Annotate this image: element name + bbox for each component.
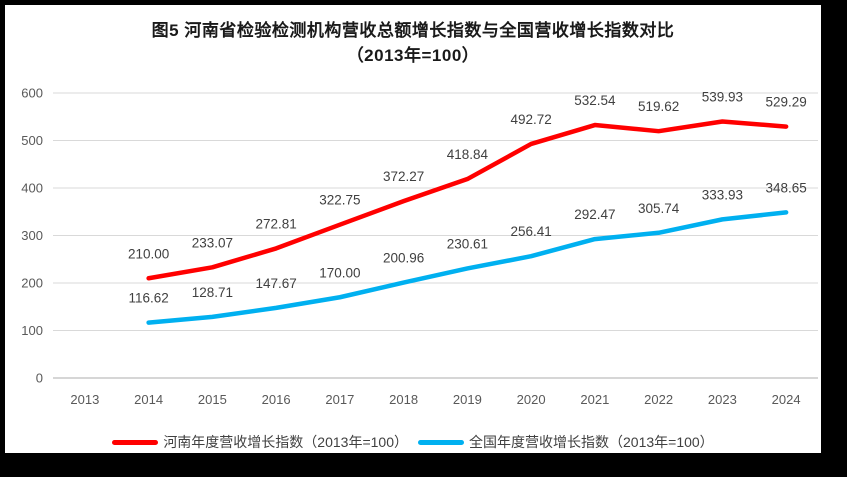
y-axis-label: 600 (21, 86, 43, 101)
x-axis-label: 2017 (325, 392, 354, 407)
data-label-series-1: 128.71 (192, 285, 233, 300)
data-label-series-0: 529.29 (765, 95, 806, 110)
y-axis-label: 500 (21, 133, 43, 148)
y-axis-label: 200 (21, 276, 43, 291)
data-label-series-1: 256.41 (510, 224, 551, 239)
x-axis-label: 2013 (70, 392, 99, 407)
x-axis-label: 2020 (517, 392, 546, 407)
line-chart-plot: 0 100 200 300 400 500 600 2013 2014 2015 2016 2017 2… (21, 86, 818, 407)
legend-item-national: 全国年度营收增长指数（2013年=100） (418, 432, 714, 452)
legend-label-henan: 河南年度营收增长指数（2013年=100） (163, 434, 408, 450)
y-axis-label: 300 (21, 228, 43, 243)
data-label-series-1: 116.62 (128, 291, 168, 306)
x-axis-label: 2022 (644, 392, 673, 407)
data-label-series-0: 233.07 (192, 235, 233, 250)
data-label-series-1: 333.93 (702, 187, 743, 202)
national-line-swatch (418, 439, 464, 445)
data-label-series-0: 210.00 (128, 246, 169, 261)
data-label-series-1: 305.74 (638, 201, 680, 216)
x-axis-label: 2014 (134, 392, 163, 407)
x-axis-label: 2023 (708, 392, 737, 407)
chart-title-line1: 图5 河南省检验检测机构营收总额增长指数与全国营收增长指数对比 (151, 21, 675, 40)
x-axis-label: 2019 (453, 392, 482, 407)
chart-title-line2: （2013年=100） (346, 46, 480, 65)
data-label-series-0: 322.75 (319, 193, 360, 208)
legend-item-henan: 河南年度营收增长指数（2013年=100） (112, 432, 408, 452)
x-axis-label: 2021 (580, 392, 609, 407)
data-label-series-1: 292.47 (574, 207, 615, 222)
data-label-series-0: 372.27 (383, 169, 424, 184)
y-axis-label: 400 (21, 181, 43, 196)
x-axis-label: 2015 (198, 392, 227, 407)
x-axis-label: 2024 (772, 392, 801, 407)
series-line-0 (146, 119, 789, 281)
chart-frame: 图5 河南省检验检测机构营收总额增长指数与全国营收增长指数对比 （2013年=1… (5, 5, 821, 453)
chart-title: 图5 河南省检验检测机构营收总额增长指数与全国营收增长指数对比 （2013年=1… (5, 18, 821, 68)
data-label-series-0: 532.54 (574, 93, 616, 108)
data-label-series-1: 348.65 (765, 180, 806, 195)
data-label-series-0: 492.72 (510, 112, 551, 127)
series-line-1 (146, 210, 789, 325)
legend-label-national: 全国年度营收增长指数（2013年=100） (469, 434, 714, 450)
data-label-series-1: 230.61 (447, 236, 488, 251)
y-axis-label: 100 (21, 323, 43, 338)
data-label-series-0: 539.93 (702, 90, 743, 105)
x-axis-label: 2018 (389, 392, 418, 407)
henan-line-swatch (112, 439, 159, 445)
data-label-series-0: 418.84 (447, 147, 489, 162)
legend: 河南年度营收增长指数（2013年=100） 全国年度营收增长指数（2013年=1… (5, 430, 821, 453)
y-axis-label: 0 (36, 371, 43, 386)
x-axis-label: 2016 (262, 392, 291, 407)
data-label-series-1: 147.67 (255, 276, 296, 291)
data-label-series-0: 519.62 (638, 99, 679, 114)
data-label-series-1: 200.96 (383, 251, 424, 266)
data-label-series-0: 272.81 (255, 216, 296, 231)
data-label-series-1: 170.00 (319, 265, 360, 280)
